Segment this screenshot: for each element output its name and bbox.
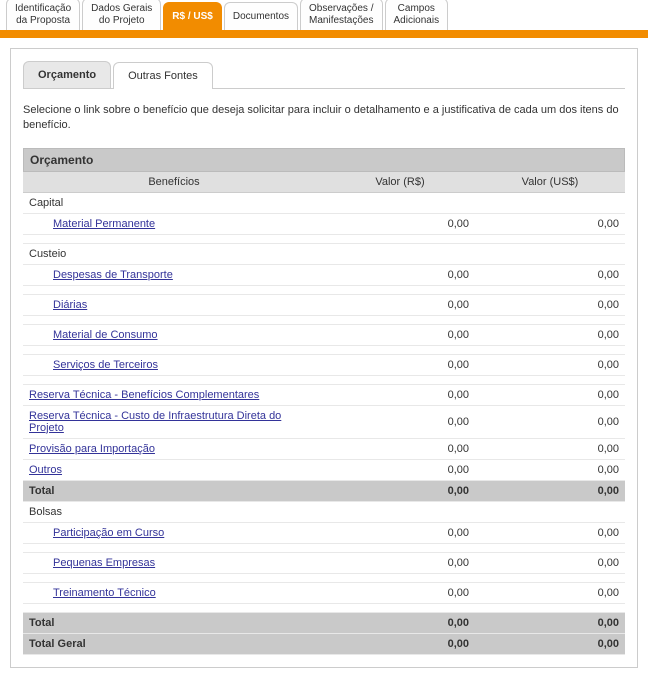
value-brl: 0,00 — [325, 552, 475, 573]
value-brl: 0,00 — [325, 324, 475, 345]
top-tab-4[interactable]: Observações /Manifestações — [300, 0, 382, 30]
total-label: Total — [23, 480, 325, 501]
value-usd: 0,00 — [475, 384, 625, 405]
col-valor-usd: Valor (US$) — [475, 172, 625, 193]
value-brl: 0,00 — [325, 459, 475, 480]
benefit-link[interactable]: Material Permanente — [53, 218, 155, 230]
benefit-link[interactable]: Material de Consumo — [53, 329, 158, 341]
benefit-cell[interactable]: Despesas de Transporte — [23, 264, 325, 285]
benefit-link[interactable]: Reserva Técnica - Benefícios Complementa… — [29, 389, 259, 401]
value-usd: 0,00 — [475, 459, 625, 480]
sub-tab-0[interactable]: Orçamento — [23, 61, 111, 88]
instruction-text: Selecione o link sobre o benefício que d… — [23, 103, 625, 134]
benefit-cell[interactable]: Material Permanente — [23, 213, 325, 234]
value-usd: 0,00 — [475, 552, 625, 573]
grand-label: Total Geral — [23, 633, 325, 654]
benefit-link[interactable]: Outros — [29, 464, 62, 476]
benefit-link[interactable]: Reserva Técnica - Custo de Infraestrutur… — [29, 410, 281, 434]
value-brl: 0,00 — [325, 405, 475, 438]
value-usd: 0,00 — [475, 294, 625, 315]
benefit-link[interactable]: Despesas de Transporte — [53, 269, 173, 281]
sub-tabs: OrçamentoOutras Fontes — [23, 61, 625, 89]
section-heading: Custeio — [23, 243, 625, 264]
top-tab-5[interactable]: CamposAdicionais — [385, 0, 449, 30]
value-usd: 0,00 — [475, 438, 625, 459]
value-brl: 0,00 — [325, 384, 475, 405]
benefit-cell[interactable]: Material de Consumo — [23, 324, 325, 345]
grand-brl: 0,00 — [325, 633, 475, 654]
value-brl: 0,00 — [325, 264, 475, 285]
value-usd: 0,00 — [475, 324, 625, 345]
top-tab-0[interactable]: Identificaçãoda Proposta — [6, 0, 80, 30]
benefit-link[interactable]: Diárias — [53, 299, 87, 311]
value-brl: 0,00 — [325, 354, 475, 375]
top-tabs: Identificaçãoda PropostaDados Geraisdo P… — [0, 0, 648, 38]
total-usd: 0,00 — [475, 612, 625, 633]
value-usd: 0,00 — [475, 264, 625, 285]
benefit-cell[interactable]: Participação em Curso — [23, 522, 325, 543]
benefit-cell[interactable]: Reserva Técnica - Custo de Infraestrutur… — [23, 405, 325, 438]
total-brl: 0,00 — [325, 612, 475, 633]
benefit-link[interactable]: Participação em Curso — [53, 527, 164, 539]
total-brl: 0,00 — [325, 480, 475, 501]
benefit-cell[interactable]: Treinamento Técnico — [23, 582, 325, 603]
value-brl: 0,00 — [325, 438, 475, 459]
total-label: Total — [23, 612, 325, 633]
benefit-link[interactable]: Treinamento Técnico — [53, 587, 156, 599]
value-usd: 0,00 — [475, 213, 625, 234]
value-usd: 0,00 — [475, 522, 625, 543]
total-usd: 0,00 — [475, 480, 625, 501]
top-tab-2[interactable]: R$ / US$ — [163, 2, 222, 30]
grand-usd: 0,00 — [475, 633, 625, 654]
value-brl: 0,00 — [325, 294, 475, 315]
value-usd: 0,00 — [475, 582, 625, 603]
benefit-link[interactable]: Serviços de Terceiros — [53, 359, 158, 371]
benefit-link[interactable]: Pequenas Empresas — [53, 557, 155, 569]
value-brl: 0,00 — [325, 522, 475, 543]
content-panel: OrçamentoOutras Fontes Selecione o link … — [10, 48, 638, 668]
top-tab-1[interactable]: Dados Geraisdo Projeto — [82, 0, 161, 30]
section-heading: Bolsas — [23, 501, 625, 522]
benefit-cell[interactable]: Pequenas Empresas — [23, 552, 325, 573]
section-heading: Capital — [23, 192, 625, 213]
budget-table: Benefícios Valor (R$) Valor (US$) Capita… — [23, 172, 625, 655]
col-beneficios: Benefícios — [23, 172, 325, 193]
benefit-cell[interactable]: Outros — [23, 459, 325, 480]
benefit-cell[interactable]: Reserva Técnica - Benefícios Complementa… — [23, 384, 325, 405]
benefit-cell[interactable]: Serviços de Terceiros — [23, 354, 325, 375]
value-brl: 0,00 — [325, 582, 475, 603]
value-usd: 0,00 — [475, 405, 625, 438]
benefit-link[interactable]: Provisão para Importação — [29, 443, 155, 455]
col-valor-brl: Valor (R$) — [325, 172, 475, 193]
benefit-cell[interactable]: Provisão para Importação — [23, 438, 325, 459]
value-brl: 0,00 — [325, 213, 475, 234]
benefit-cell[interactable]: Diárias — [23, 294, 325, 315]
sub-tab-1[interactable]: Outras Fontes — [113, 62, 213, 89]
budget-title: Orçamento — [23, 148, 625, 172]
top-tab-3[interactable]: Documentos — [224, 2, 298, 30]
value-usd: 0,00 — [475, 354, 625, 375]
